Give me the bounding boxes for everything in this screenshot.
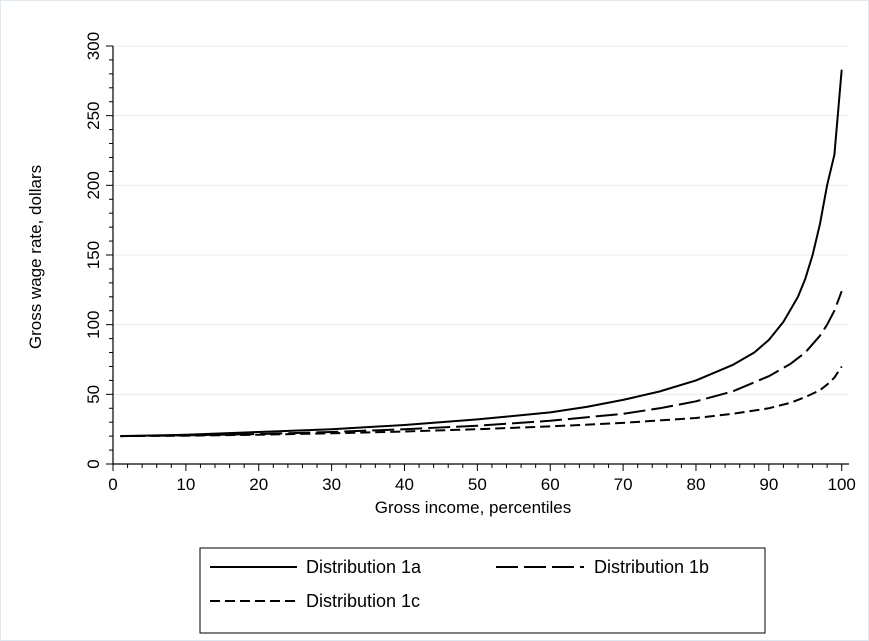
x-tick-label-20: 20	[249, 475, 268, 494]
x-tick-label-40: 40	[395, 475, 414, 494]
legend: Distribution 1a Distribution 1b Distribu…	[199, 547, 766, 634]
y-tick-label-150: 150	[84, 241, 103, 269]
x-tick-label-60: 60	[541, 475, 560, 494]
x-tick-label-90: 90	[759, 475, 778, 494]
series-line-distribution-1c	[120, 365, 843, 438]
legend-label-distribution-1b: Distribution 1b	[594, 557, 709, 577]
legend-box	[199, 547, 766, 634]
series-line-distribution-1a	[120, 69, 843, 438]
x-tick-label-0: 0	[108, 475, 117, 494]
gridlines	[113, 45, 849, 395]
x-tick-label-10: 10	[176, 475, 195, 494]
series	[120, 69, 843, 438]
x-tick-label-70: 70	[614, 475, 633, 494]
x-tick-label-100: 100	[828, 475, 856, 494]
y-tick-label-100: 100	[84, 310, 103, 338]
x-tick-label-80: 80	[687, 475, 706, 494]
y-tick-label-300: 300	[84, 32, 103, 60]
y-axis-title: Gross wage rate, dollars	[26, 165, 45, 349]
y-tick-label-200: 200	[84, 171, 103, 199]
series-line-distribution-1b	[120, 290, 843, 438]
legend-label-distribution-1a: Distribution 1a	[306, 557, 422, 577]
legend-label-distribution-1c: Distribution 1c	[306, 591, 420, 611]
x-tick-label-50: 50	[468, 475, 487, 494]
y-tick-label-250: 250	[84, 101, 103, 129]
x-axis-title: Gross income, percentiles	[375, 498, 572, 517]
x-tick-label-30: 30	[322, 475, 341, 494]
ticks: 0 50 100 150 200 250 300 0 10 20 30 40 50 60 70 80 90 100	[84, 32, 856, 494]
y-tick-label-50: 50	[84, 385, 103, 404]
y-tick-label-0: 0	[84, 459, 103, 468]
